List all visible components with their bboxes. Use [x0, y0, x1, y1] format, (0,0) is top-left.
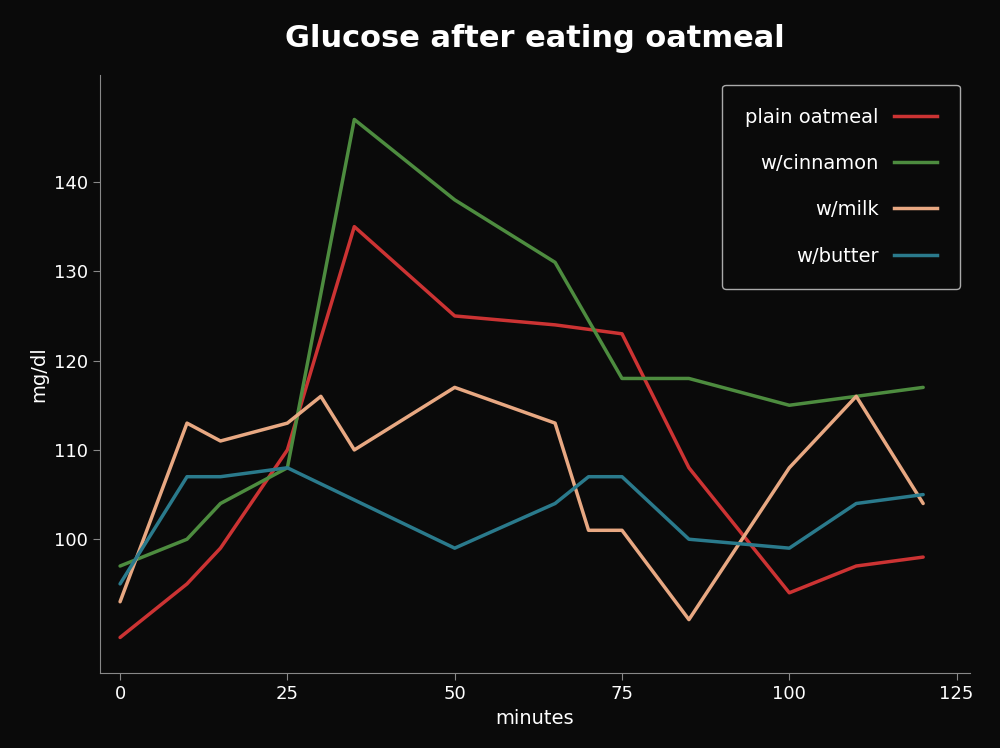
plain oatmeal	[917, 553, 929, 562]
w/butter	[214, 472, 226, 481]
Line: w/milk: w/milk	[120, 387, 923, 619]
w/milk	[214, 437, 226, 446]
w/milk	[181, 419, 193, 428]
w/butter	[783, 544, 795, 553]
w/cinnamon	[281, 463, 293, 472]
w/milk	[348, 445, 360, 454]
w/milk	[616, 526, 628, 535]
X-axis label: minutes: minutes	[496, 708, 574, 728]
Line: w/butter: w/butter	[120, 468, 923, 584]
plain oatmeal	[616, 329, 628, 338]
w/butter	[281, 463, 293, 472]
plain oatmeal	[449, 311, 461, 320]
w/milk	[583, 526, 595, 535]
w/milk	[315, 392, 327, 401]
w/cinnamon	[549, 258, 561, 267]
w/butter	[683, 535, 695, 544]
Y-axis label: mg/dl: mg/dl	[30, 346, 49, 402]
w/cinnamon	[181, 535, 193, 544]
w/butter	[616, 472, 628, 481]
w/cinnamon	[850, 392, 862, 401]
w/cinnamon	[917, 383, 929, 392]
w/cinnamon	[114, 562, 126, 571]
plain oatmeal	[783, 589, 795, 598]
plain oatmeal	[181, 580, 193, 589]
w/cinnamon	[348, 115, 360, 124]
w/milk	[549, 419, 561, 428]
w/milk	[917, 499, 929, 508]
Line: w/cinnamon: w/cinnamon	[120, 120, 923, 566]
w/butter	[850, 499, 862, 508]
plain oatmeal	[683, 463, 695, 472]
Line: plain oatmeal: plain oatmeal	[120, 227, 923, 637]
w/butter	[583, 472, 595, 481]
w/milk	[850, 392, 862, 401]
plain oatmeal	[114, 633, 126, 642]
w/cinnamon	[449, 195, 461, 204]
w/milk	[449, 383, 461, 392]
Legend: plain oatmeal, w/cinnamon, w/milk, w/butter: plain oatmeal, w/cinnamon, w/milk, w/but…	[722, 85, 960, 289]
plain oatmeal	[214, 544, 226, 553]
plain oatmeal	[549, 320, 561, 329]
w/butter	[917, 490, 929, 499]
w/milk	[114, 597, 126, 606]
w/cinnamon	[214, 499, 226, 508]
plain oatmeal	[281, 445, 293, 454]
w/milk	[281, 419, 293, 428]
w/butter	[181, 472, 193, 481]
w/cinnamon	[783, 401, 795, 410]
w/milk	[683, 615, 695, 624]
w/milk	[783, 463, 795, 472]
plain oatmeal	[348, 222, 360, 231]
plain oatmeal	[850, 562, 862, 571]
w/butter	[114, 580, 126, 589]
Title: Glucose after eating oatmeal: Glucose after eating oatmeal	[285, 24, 785, 53]
w/butter	[549, 499, 561, 508]
w/butter	[449, 544, 461, 553]
w/cinnamon	[616, 374, 628, 383]
w/cinnamon	[683, 374, 695, 383]
